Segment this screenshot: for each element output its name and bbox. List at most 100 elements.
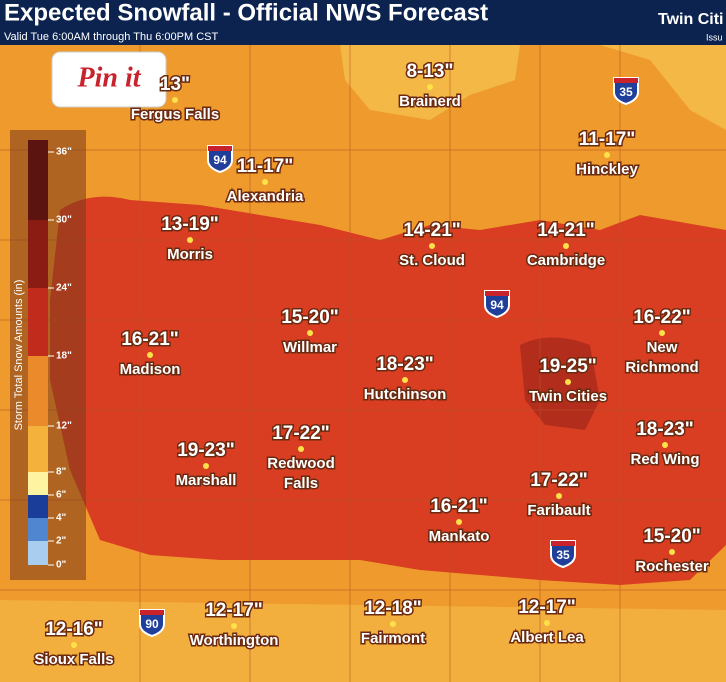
interstate-shield xyxy=(484,290,510,319)
legend-label: 30" xyxy=(56,215,72,226)
city-name: Alexandria xyxy=(227,188,304,205)
legend-swatch xyxy=(28,356,48,426)
city-forecast: 15-20" xyxy=(643,526,701,547)
city-dot xyxy=(456,519,462,525)
pin-it-button[interactable] xyxy=(51,51,167,108)
interstate-number: 35 xyxy=(556,548,570,562)
city-dot xyxy=(662,442,668,448)
city-dot xyxy=(556,493,562,499)
interstate-number: 35 xyxy=(619,85,633,99)
city-name: Sioux Falls xyxy=(34,651,113,668)
header-title: Expected Snowfall - Official NWS Forecas… xyxy=(4,0,488,26)
legend-label: 24" xyxy=(56,283,72,294)
city-forecast: 16-21" xyxy=(121,329,179,350)
city-name: Richmond xyxy=(625,359,698,376)
city-dot xyxy=(544,620,550,626)
header-subtitle: Valid Tue 6:00AM through Thu 6:00PM CST xyxy=(4,31,218,43)
city-name: Albert Lea xyxy=(510,629,584,646)
city-dot xyxy=(187,237,193,243)
city-dot xyxy=(402,377,408,383)
city-forecast: 19-23" xyxy=(177,440,235,461)
city-forecast: 12-16" xyxy=(45,619,103,640)
city-dot xyxy=(262,179,268,185)
city-forecast: 8-13" xyxy=(406,61,453,82)
city-name: Brainerd xyxy=(399,93,461,110)
city-name: Faribault xyxy=(527,502,590,519)
city-dot xyxy=(307,330,313,336)
county-lines xyxy=(0,45,726,682)
city-dot xyxy=(563,243,569,249)
city-forecast: 13" xyxy=(160,74,190,95)
city-name: St. Cloud xyxy=(399,252,465,269)
interstate-shield-top xyxy=(551,541,575,546)
city-name: Worthington xyxy=(190,632,279,649)
legend-swatch xyxy=(28,288,48,356)
pin-it-label[interactable]: Pin it xyxy=(76,62,141,93)
city-name: Fergus Falls xyxy=(131,106,219,123)
interstate-shield-top xyxy=(614,78,638,83)
city-dot xyxy=(172,97,178,103)
light-region xyxy=(0,600,726,682)
legend-swatch xyxy=(28,140,48,220)
city-name: Morris xyxy=(167,246,213,263)
header-bar xyxy=(0,0,726,45)
city-forecast: 12-18" xyxy=(364,598,422,619)
city-name: Fairmont xyxy=(361,630,425,647)
city-forecast: 19-25" xyxy=(539,356,597,377)
city-name: Hutchinson xyxy=(364,386,447,403)
city-forecast: 12-17" xyxy=(518,597,576,618)
city-dot xyxy=(659,330,665,336)
city-name: Madison xyxy=(120,361,181,378)
legend-swatch xyxy=(28,426,48,472)
interstate-shield-top xyxy=(485,291,509,296)
legend-label: 18" xyxy=(56,351,72,362)
city-dot xyxy=(565,379,571,385)
header-office: Twin Citi xyxy=(658,11,723,28)
legend-bar xyxy=(28,140,48,565)
legend-label: 8" xyxy=(56,467,67,478)
interstate-shield xyxy=(613,77,639,106)
legend-title: Storm Total Snow Amounts (in) xyxy=(13,280,25,431)
city-name: New xyxy=(647,339,678,356)
city-name: Hinckley xyxy=(576,161,638,178)
city-forecast: 13-19" xyxy=(161,214,219,235)
interstate-shield-top xyxy=(208,146,232,151)
city-forecast: 11-17" xyxy=(237,156,294,177)
city-dot xyxy=(203,463,209,469)
city-dot xyxy=(429,243,435,249)
city-dot xyxy=(71,642,77,648)
city-dot xyxy=(604,152,610,158)
city-forecast: 15-20" xyxy=(281,307,339,328)
light-region xyxy=(340,45,520,120)
city-dot xyxy=(231,623,237,629)
city-forecast: 17-22" xyxy=(272,423,330,444)
city-dot xyxy=(669,549,675,555)
legend-label: 36" xyxy=(56,147,72,158)
city-forecast: 12-17" xyxy=(205,600,263,621)
heavy-snow-region xyxy=(50,196,726,585)
header-issued: Issu xyxy=(706,32,723,42)
county-line xyxy=(0,45,726,682)
city-dot xyxy=(427,84,433,90)
city-name: Rochester xyxy=(635,558,709,575)
legend-swatch xyxy=(28,518,48,541)
interstate-shield xyxy=(139,609,165,638)
city-name: Redwood xyxy=(267,455,335,472)
legend-swatch xyxy=(28,495,48,518)
city-name: Willmar xyxy=(283,339,337,356)
city-name: Twin Cities xyxy=(529,388,607,405)
legend-swatch xyxy=(28,220,48,288)
city-dot xyxy=(298,446,304,452)
interstate-shield xyxy=(550,540,576,569)
legend-swatch xyxy=(28,541,48,565)
legend-label: 6" xyxy=(56,490,67,501)
interstate-shield-top xyxy=(140,610,164,615)
light-region xyxy=(600,45,726,130)
interstate-number: 94 xyxy=(213,153,227,167)
city-forecast: 18-23" xyxy=(636,419,694,440)
city-forecast: 11-17" xyxy=(579,129,636,150)
city-dot xyxy=(147,352,153,358)
city-name: Red Wing xyxy=(630,451,699,468)
city-forecast: 14-21" xyxy=(537,220,595,241)
